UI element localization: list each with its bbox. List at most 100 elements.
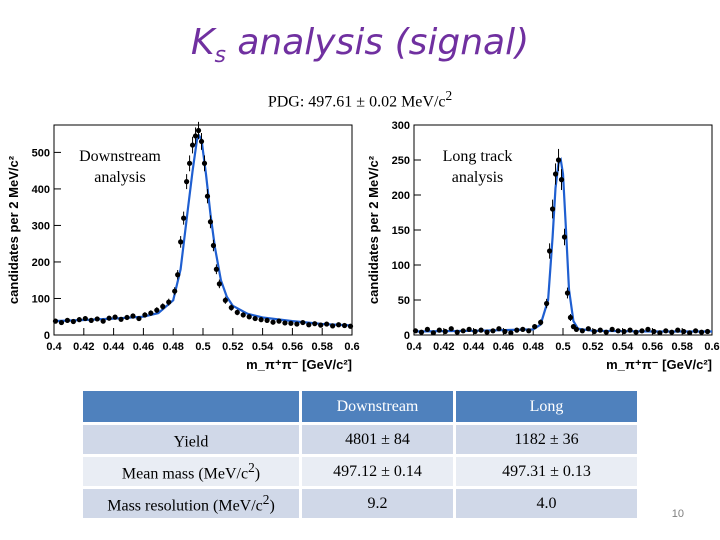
downstream-x-tick-label: 0.54 xyxy=(252,341,274,353)
downstream-cell: 9.2 xyxy=(302,489,453,518)
long-label-line1: Long track xyxy=(442,148,513,165)
row-label: Mass resolution (MeV/c2) xyxy=(83,489,299,518)
row-label-text: Mass resolution (MeV/c xyxy=(107,497,263,515)
downstream-data-point xyxy=(240,312,246,318)
downstream-data-point xyxy=(246,314,252,320)
long-x-tick-label: 0.4 xyxy=(406,341,422,353)
downstream-data-point xyxy=(166,299,172,305)
long-data-point xyxy=(538,319,544,325)
downstream-data-point xyxy=(142,312,148,318)
downstream-x-tick-label: 0.6 xyxy=(344,341,359,353)
downstream-x-tick-label: 0.5 xyxy=(195,341,210,353)
long-data-point xyxy=(546,248,553,254)
table-row: Yield 4801 ± 84 1182 ± 36 xyxy=(83,425,637,454)
long-data-point xyxy=(687,330,693,336)
long-y-axis-label: candidates per 2 MeV/c² xyxy=(366,155,381,304)
long-x-tick-label: 0.44 xyxy=(463,341,485,353)
downstream-data-point xyxy=(106,315,112,321)
long-data-point xyxy=(496,326,502,332)
downstream-data-point xyxy=(181,215,187,221)
long-y-tick-label: 250 xyxy=(392,155,410,167)
long-data-point xyxy=(412,328,419,334)
downstream-data-point xyxy=(189,142,196,148)
long-data-point xyxy=(514,327,520,333)
downstream-data-point xyxy=(88,317,94,323)
long-data-point xyxy=(544,300,550,307)
page-number: 10 xyxy=(671,508,684,520)
downstream-data-point xyxy=(282,320,288,326)
table-row: Mean mass (MeV/c2) 497.12 ± 0.14 497.31 … xyxy=(83,457,637,486)
long-data-point xyxy=(549,206,556,212)
row-label-sup: 2 xyxy=(248,459,255,475)
downstream-data-point xyxy=(300,319,306,326)
long-data-point xyxy=(657,330,663,336)
long-y-tick-label: 50 xyxy=(398,295,410,307)
downstream-cell: 497.12 ± 0.14 xyxy=(302,457,453,486)
downstream-data-point xyxy=(148,310,154,316)
table-header-long: Long xyxy=(456,391,637,422)
downstream-data-point xyxy=(312,321,318,327)
long-data-point xyxy=(621,328,627,335)
downstream-y-axis-label: candidates per 2 MeV/c² xyxy=(6,155,21,304)
downstream-y-tick-label: 100 xyxy=(32,293,50,305)
long-data-point xyxy=(639,328,645,334)
long-data-point xyxy=(490,328,496,334)
downstream-data-point xyxy=(294,321,300,327)
downstream-plot-label: Downstream analysis xyxy=(70,146,170,188)
downstream-data-point xyxy=(222,297,228,303)
downstream-data-point xyxy=(276,318,282,324)
downstream-y-tick-label: 200 xyxy=(32,257,50,269)
long-y-tick-label: 150 xyxy=(392,225,410,237)
long-data-point xyxy=(508,330,514,336)
pdg-value: PDG: 497.61 ± 0.02 MeV/c2 xyxy=(0,88,720,111)
downstream-data-point xyxy=(198,138,205,145)
long-data-point xyxy=(603,329,609,335)
long-x-tick-label: 0.42 xyxy=(433,341,454,353)
long-data-point xyxy=(502,328,508,335)
long-data-point xyxy=(472,328,478,335)
title-subscript: s xyxy=(214,43,226,69)
downstream-x-tick-label: 0.4 xyxy=(46,341,62,353)
long-data-point xyxy=(645,326,651,332)
downstream-data-point xyxy=(160,303,166,310)
long-x-tick-label: 0.56 xyxy=(642,341,663,353)
long-data-point xyxy=(693,328,699,334)
downstream-y-tick-label: 500 xyxy=(32,147,50,159)
downstream-data-point xyxy=(184,179,190,185)
downstream-data-point xyxy=(210,242,217,249)
long-data-point xyxy=(651,328,657,335)
long-data-point xyxy=(555,157,562,163)
table-header-downstream: Downstream xyxy=(302,391,453,422)
long-x-tick-label: 0.58 xyxy=(671,341,692,353)
row-label-text: Yield xyxy=(173,433,209,451)
long-cell: 497.31 ± 0.13 xyxy=(456,457,637,486)
long-x-tick-label: 0.52 xyxy=(582,341,603,353)
results-table: Downstream Long Yield 4801 ± 84 1182 ± 3… xyxy=(80,388,640,521)
title-main: K xyxy=(190,22,215,63)
long-data-point xyxy=(681,328,687,335)
downstream-x-tick-label: 0.42 xyxy=(73,341,94,353)
long-track-mass-plot: 0.4 0.42 0.44 0.46 0.48 0.5 0.52 0.54 0.56 0.58 0.… xyxy=(366,120,720,372)
downstream-data-point xyxy=(70,318,76,325)
downstream-data-point xyxy=(76,317,82,323)
downstream-data-point xyxy=(100,318,106,324)
downstream-data-point xyxy=(192,133,199,139)
long-y-tick-label: 0 xyxy=(404,330,410,342)
long-y-tick-label: 300 xyxy=(392,120,410,132)
downstream-data-point xyxy=(213,266,220,272)
long-data-point xyxy=(597,327,603,333)
downstream-data-point xyxy=(347,323,354,329)
downstream-y-tick-label: 300 xyxy=(32,220,50,232)
long-data-point xyxy=(430,330,436,336)
downstream-data-point xyxy=(154,307,160,313)
long-data-point xyxy=(609,326,615,332)
long-x-axis-label: m_π⁺π⁻ [GeV/c²] xyxy=(606,357,712,372)
long-data-point xyxy=(561,234,568,240)
long-data-point xyxy=(633,329,639,335)
downstream-data-point xyxy=(94,316,100,322)
downstream-x-tick-label: 0.48 xyxy=(162,341,183,353)
downstream-data-point xyxy=(195,127,202,134)
long-x-tick-label: 0.46 xyxy=(493,341,514,353)
downstream-data-point xyxy=(258,317,264,323)
row-label: Mean mass (MeV/c2) xyxy=(83,457,299,486)
